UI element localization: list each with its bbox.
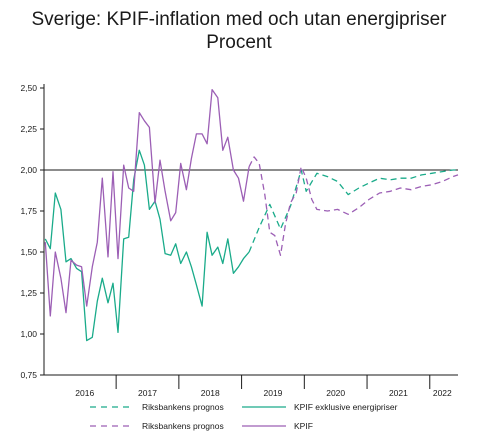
x-tick-label: 2016: [75, 388, 94, 398]
x-tick-label: 2019: [263, 388, 282, 398]
y-tick-label: 2,00: [20, 165, 37, 175]
chart-title: Sverige: KPIF-inflation med och utan ene…: [31, 9, 447, 30]
chart-subtitle: Procent: [206, 32, 272, 53]
y-tick-label: 0,75: [20, 370, 37, 380]
x-tick-label: 2022: [433, 388, 452, 398]
y-tick-label: 1,75: [20, 206, 37, 216]
x-tick-label: 2018: [201, 388, 220, 398]
legend-label: KPIF: [294, 421, 313, 431]
y-tick-label: 2,50: [20, 83, 37, 93]
series-line-kpif: [44, 88, 250, 317]
legend-label: KPIF exklusive energipriser: [294, 402, 398, 412]
x-tick-label: 2017: [138, 388, 157, 398]
y-tick-label: 1,25: [20, 288, 37, 298]
axes: [43, 84, 458, 376]
series-line-forecast-kpif: [248, 156, 459, 256]
y-tick-label: 2,25: [20, 124, 37, 134]
y-tick-label: 1,50: [20, 247, 37, 257]
x-axis-ticks: 2016 2017 2018 2019 2020 2021 2022: [75, 375, 452, 398]
legend: Riksbankens prognos KPIF exklusive energi…: [90, 402, 398, 431]
series-line-forecast-kpif-exkl-energi: [248, 169, 458, 253]
x-tick-label: 2020: [326, 388, 345, 398]
legend-label: Riksbankens prognos: [142, 402, 224, 412]
y-axis-ticks: 2,50 2,25 2,00 1,75 1,50 1,25 1,00 0,75: [20, 83, 44, 380]
y-tick-label: 1,00: [20, 329, 37, 339]
series-line-kpif-exkl-energi: [44, 149, 250, 342]
legend-label: Riksbankens prognos: [142, 421, 224, 431]
x-tick-label: 2021: [389, 388, 408, 398]
series-lines: [44, 88, 459, 342]
